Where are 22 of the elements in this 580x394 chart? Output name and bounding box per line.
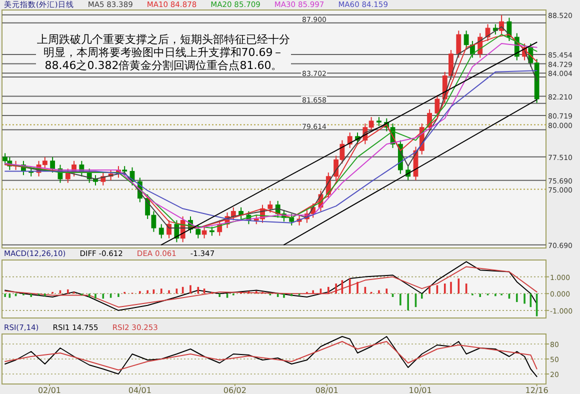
candlestick (158, 224, 164, 239)
line-series (4, 336, 538, 378)
x-tick-label: 08/01 (315, 386, 338, 394)
candlestick (268, 200, 273, 214)
candlestick (456, 30, 462, 58)
candlestick (65, 168, 70, 184)
candlestick (506, 17, 512, 42)
candlestick (50, 156, 56, 174)
candlestick (434, 94, 440, 118)
x-tick-label: 02/01 (38, 386, 62, 394)
candlestick (492, 24, 498, 36)
x-tick-label: 10/01 (408, 386, 432, 394)
line-series (4, 341, 538, 370)
x-tick-label: 06/02 (223, 386, 246, 394)
x-tick-label: 12/16 (525, 386, 548, 394)
x-tick-label: 04/01 (128, 386, 152, 394)
annotation: 上周跌破几个重要支撑之后，短期头部特征已经十分明显，本周将要考验图中日线上升支撑和70.69－88.46之0.382倍黄金分割回调位重合点81.60。 (36, 33, 291, 72)
candlestick (289, 213, 294, 226)
candlestick (196, 224, 201, 239)
candlestick (376, 116, 382, 127)
candlestick (122, 166, 128, 176)
candlestick (347, 132, 352, 149)
